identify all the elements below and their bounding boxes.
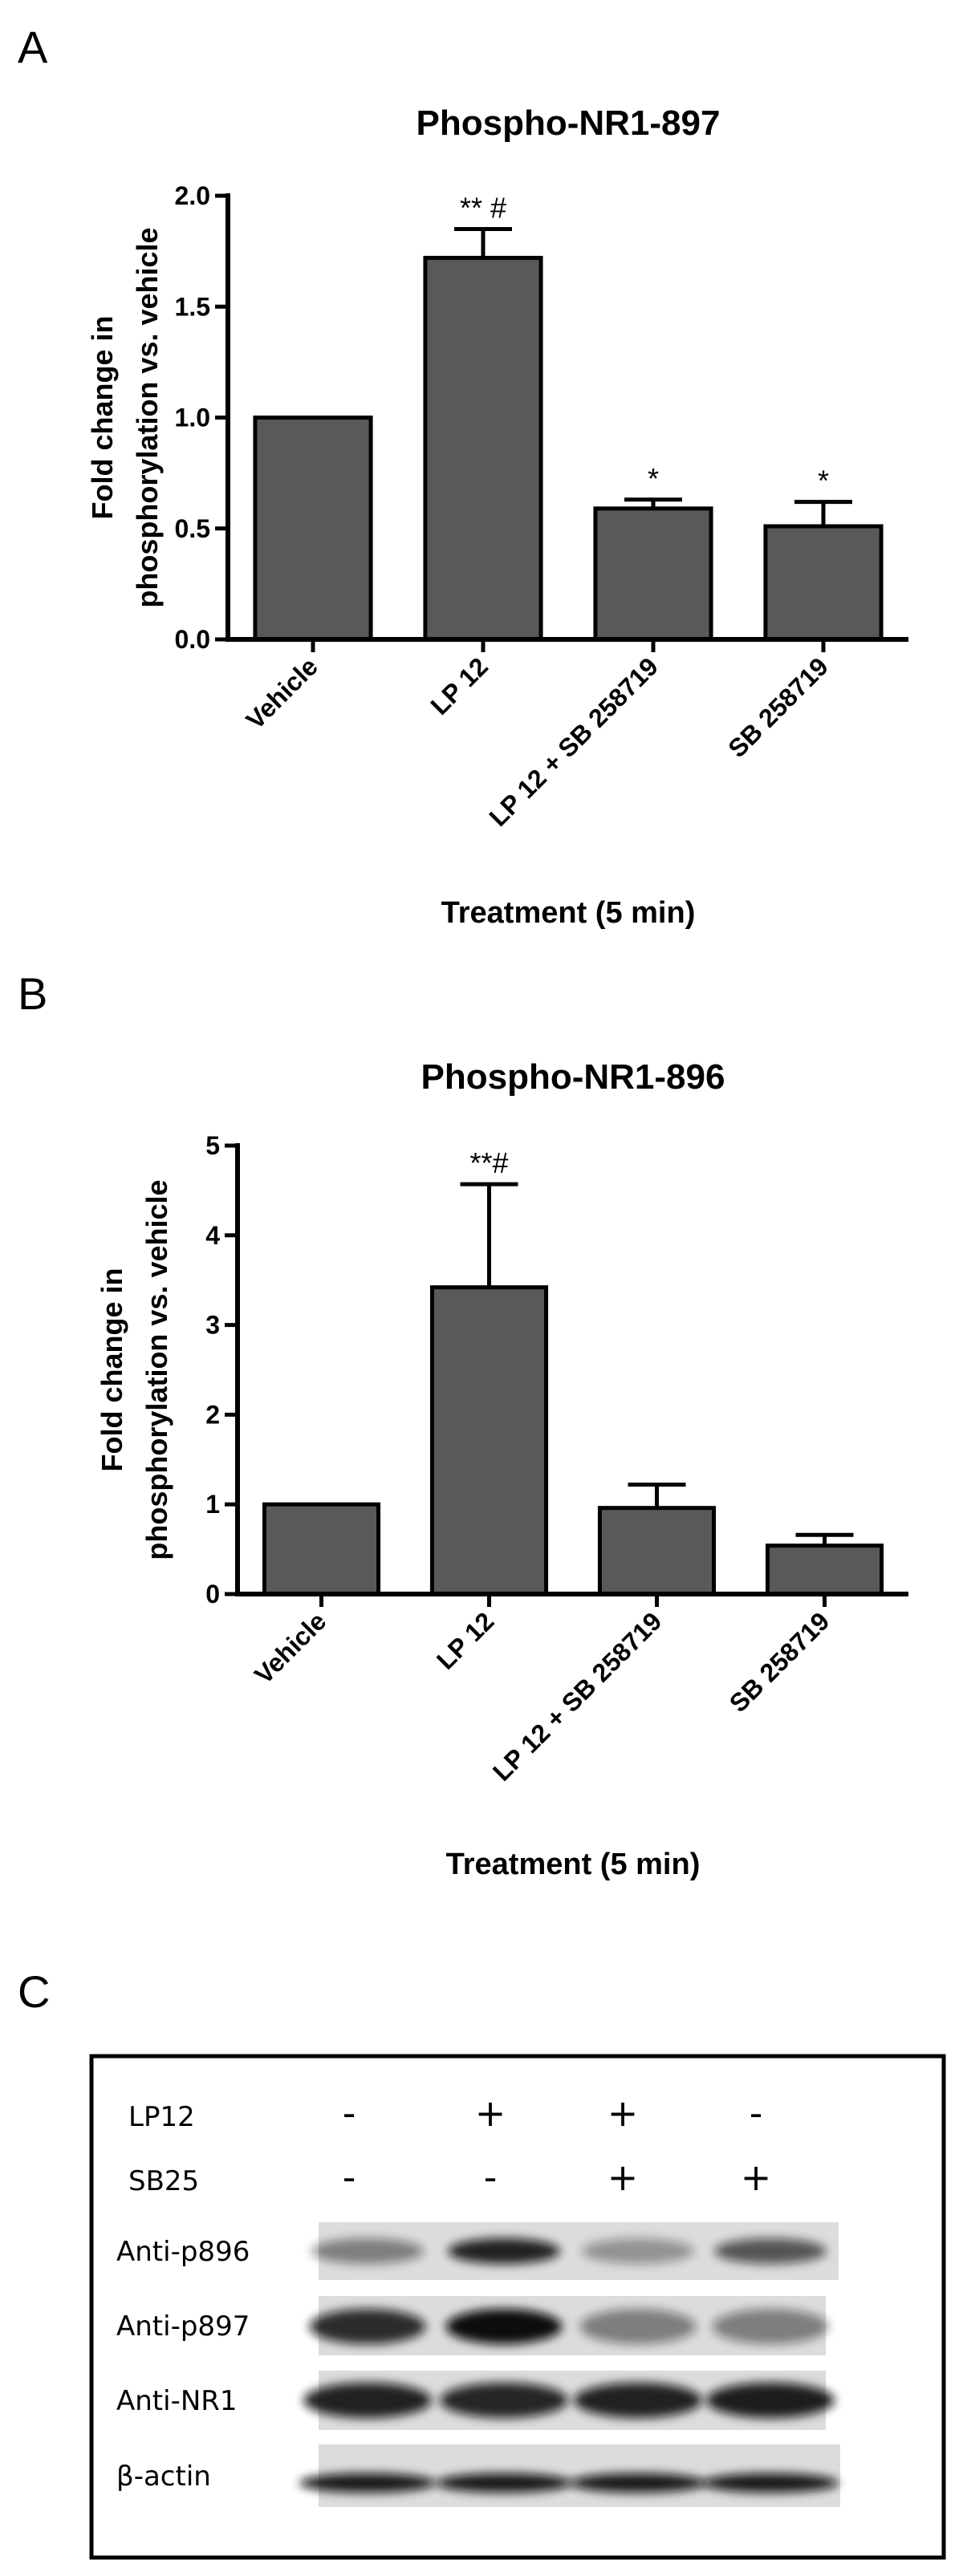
significance-annotation: * bbox=[648, 462, 659, 495]
blot-band bbox=[579, 2309, 697, 2344]
y-axis-label: phosphorylation vs. vehicle bbox=[140, 1179, 173, 1560]
x-tick-label: LP 12 bbox=[431, 1606, 499, 1674]
bar bbox=[253, 416, 373, 642]
panel-label: B bbox=[18, 968, 47, 1019]
treatment-sign: + bbox=[475, 2091, 506, 2135]
y-tick-label: 1 bbox=[205, 1490, 220, 1519]
bar bbox=[423, 255, 543, 642]
bar bbox=[597, 1506, 717, 1596]
x-tick-label: LP 12 + SB 258719 bbox=[484, 651, 664, 831]
x-tick-label: Vehicle bbox=[241, 651, 323, 734]
treatment-sign: + bbox=[741, 2156, 772, 2199]
blot-band bbox=[309, 2309, 426, 2344]
blot-row-label: β-actin bbox=[116, 2460, 211, 2493]
treatment-sign: - bbox=[343, 2156, 356, 2199]
treatment-label: SB25 bbox=[128, 2165, 199, 2197]
blot-band bbox=[714, 2238, 827, 2264]
blot-row-label: Anti-NR1 bbox=[116, 2385, 238, 2417]
y-tick-label: 4 bbox=[205, 1221, 220, 1250]
blot-band bbox=[440, 2383, 568, 2418]
significance-annotation: **# bbox=[469, 1146, 508, 1179]
treatment-sign: + bbox=[607, 2091, 639, 2135]
y-tick-label: 1.0 bbox=[175, 404, 210, 432]
bar bbox=[262, 1502, 381, 1596]
panel-label: A bbox=[18, 22, 48, 72]
blot-frame bbox=[89, 2054, 946, 2560]
treatment-sign: - bbox=[750, 2091, 763, 2135]
y-tick-label: 0 bbox=[205, 1580, 220, 1608]
y-tick-label: 1.5 bbox=[175, 292, 210, 321]
blot-band bbox=[706, 2383, 835, 2418]
x-tick-label: LP 12 + SB 258719 bbox=[487, 1606, 667, 1786]
y-tick-label: 0.5 bbox=[175, 514, 210, 543]
treatment-sign: - bbox=[343, 2091, 356, 2135]
x-tick-label: SB 258719 bbox=[722, 651, 834, 763]
blot-band bbox=[445, 2309, 563, 2344]
blot-band bbox=[570, 2473, 706, 2493]
blot-band bbox=[299, 2473, 436, 2493]
y-tick-label: 2.0 bbox=[175, 181, 210, 210]
blot-panel: LP12 - + + - SB25 - - + + Anti-p896 Anti-p897 Anti-N… bbox=[116, 2091, 840, 2507]
bar bbox=[763, 524, 884, 642]
chart-title: Phospho-NR1-897 bbox=[416, 103, 721, 143]
treatment-sign: - bbox=[484, 2156, 498, 2199]
x-tick-label: SB 258719 bbox=[724, 1606, 835, 1718]
x-axis-label: Treatment (5 min) bbox=[446, 1848, 701, 1881]
y-axis-label: phosphorylation vs. vehicle bbox=[131, 227, 164, 607]
y-axis-label: Fold change in bbox=[86, 315, 119, 519]
bar bbox=[593, 506, 713, 642]
panel-label: C bbox=[18, 1966, 50, 2017]
x-tick-label: LP 12 bbox=[425, 651, 494, 720]
bar bbox=[429, 1285, 549, 1596]
blot-band bbox=[702, 2473, 839, 2493]
treatment-sign: + bbox=[607, 2156, 639, 2199]
blot-band bbox=[574, 2383, 702, 2418]
blot-band bbox=[582, 2238, 694, 2264]
treatment-label: LP12 bbox=[128, 2101, 195, 2133]
chart-title: Phospho-NR1-896 bbox=[421, 1057, 725, 1097]
significance-annotation: ** # bbox=[460, 191, 506, 224]
blot-band bbox=[311, 2238, 424, 2264]
blot-band bbox=[712, 2309, 829, 2344]
blot-band bbox=[448, 2238, 560, 2264]
y-tick-label: 5 bbox=[205, 1131, 220, 1160]
blot-row-label: Anti-p896 bbox=[116, 2236, 250, 2268]
y-tick-label: 0.0 bbox=[175, 625, 210, 654]
blot-row-label: Anti-p897 bbox=[116, 2310, 250, 2343]
blot-band bbox=[303, 2383, 432, 2418]
y-axis-label: Fold change in bbox=[95, 1268, 128, 1471]
x-axis-label: Treatment (5 min) bbox=[441, 896, 696, 930]
blot-band bbox=[436, 2473, 572, 2493]
y-tick-label: 3 bbox=[205, 1311, 220, 1340]
x-tick-label: Vehicle bbox=[249, 1606, 331, 1689]
significance-annotation: * bbox=[818, 464, 829, 497]
y-tick-label: 2 bbox=[205, 1400, 220, 1429]
bar bbox=[765, 1544, 884, 1596]
